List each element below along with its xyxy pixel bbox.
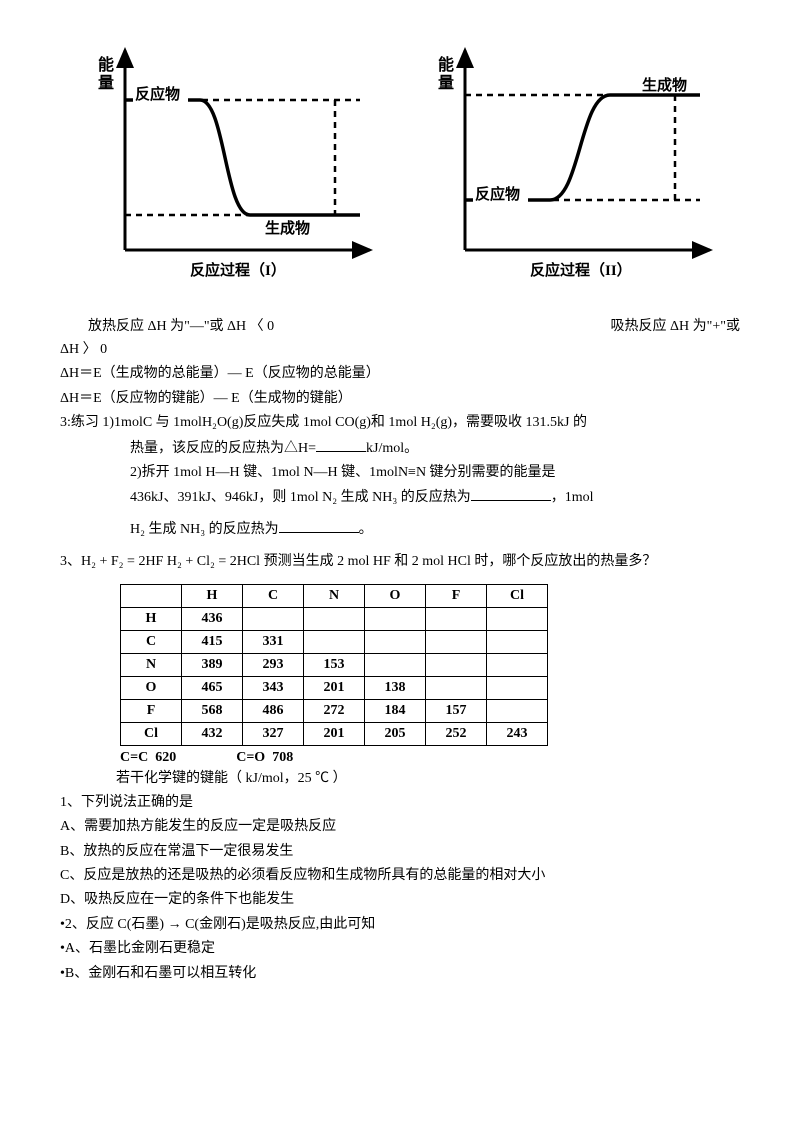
table-header: O — [365, 584, 426, 607]
table-cell: 272 — [304, 699, 365, 722]
table-cell — [426, 630, 487, 653]
table-cell: 205 — [365, 722, 426, 745]
table-cell: C — [121, 630, 182, 653]
table-cell: 415 — [182, 630, 243, 653]
table-header: N — [304, 584, 365, 607]
table-cell: 153 — [304, 653, 365, 676]
svg-text:量: 量 — [98, 74, 114, 92]
table-cell: 201 — [304, 722, 365, 745]
table-cell: 201 — [304, 676, 365, 699]
table-caption: 若干化学键的键能（ kJ/mol，25 ℃ ） — [60, 768, 740, 790]
exercise-3-2a: 2)拆开 1mol H—H 键、1mol N—H 键、1molN≡N 键分别需要… — [60, 462, 740, 484]
diagram-endothermic: 能 量 生成物 反应物 反应过程（II） — [420, 40, 720, 295]
table-cell: 331 — [243, 630, 304, 653]
table-cell: 432 — [182, 722, 243, 745]
table-cell: F — [121, 699, 182, 722]
table-header: H — [182, 584, 243, 607]
equation-2: ΔH＝E（反应物的键能）— E（生成物的键能） — [60, 388, 740, 410]
endo-continue: ΔH 〉 0 — [60, 339, 740, 361]
table-header: Cl — [487, 584, 548, 607]
svg-text:反应过程（II）: 反应过程（II） — [530, 261, 632, 279]
table-header: C — [243, 584, 304, 607]
table-row: N389293153 — [121, 653, 548, 676]
bond-energy-table: HCNOFCl H436C415331N389293153O4653432011… — [120, 584, 548, 746]
svg-text:能: 能 — [98, 55, 114, 74]
table-cell — [487, 653, 548, 676]
table-cell: 293 — [243, 653, 304, 676]
table-cell — [487, 699, 548, 722]
table-row: F568486272184157 — [121, 699, 548, 722]
exo-caption: 放热反应 ΔH 为"—"或 ΔH 〈 0 — [60, 315, 274, 335]
question-1-d: D、吸热反应在一定的条件下也能发生 — [60, 889, 740, 911]
exercise-3-2c: H₂ 生成 NH₃ 的反应热为。 — [60, 518, 740, 541]
table-cell: 243 — [487, 722, 548, 745]
table-cell — [365, 630, 426, 653]
table-cell: 252 — [426, 722, 487, 745]
table-cell: 436 — [182, 607, 243, 630]
svg-text:反应物: 反应物 — [135, 85, 180, 103]
table-cell — [426, 653, 487, 676]
svg-text:能: 能 — [438, 55, 454, 74]
table-header — [121, 584, 182, 607]
table-cell: 568 — [182, 699, 243, 722]
question-2-a: •A、石墨比金刚石更稳定 — [60, 938, 740, 960]
table-cell: 327 — [243, 722, 304, 745]
question-1-c: C、反应是放热的还是吸热的必须看反应物和生成物所具有的总能量的相对大小 — [60, 865, 740, 887]
table-cell — [487, 607, 548, 630]
exercise-3-1b: 热量，该反应的反应热为△H=kJ/mol。 — [60, 437, 740, 460]
svg-text:生成物: 生成物 — [642, 76, 687, 94]
table-row: O465343201138 — [121, 676, 548, 699]
svg-text:量: 量 — [438, 74, 454, 92]
question-1-a: A、需要加热方能发生的反应一定是吸热反应 — [60, 816, 740, 838]
table-cell — [426, 607, 487, 630]
question-2: •2、反应 C(石墨) → C(金刚石)是吸热反应,由此可知 — [60, 914, 740, 936]
table-cell: N — [121, 653, 182, 676]
equation-1: ΔH＝E（生成物的总能量）— E（反应物的总能量） — [60, 363, 740, 385]
table-row: H436 — [121, 607, 548, 630]
table-row: Cl432327201205252243 — [121, 722, 548, 745]
table-cell — [243, 607, 304, 630]
table-cell — [365, 653, 426, 676]
table-cell — [426, 676, 487, 699]
table-cell: 389 — [182, 653, 243, 676]
exercise-3-1a: 3:练习 1)1molC 与 1molH₂O(g)反应失成 1mol CO(g)… — [60, 412, 740, 434]
endo-caption: 吸热反应 ΔH 为"+"或 — [583, 315, 740, 335]
svg-text:生成物: 生成物 — [265, 219, 310, 237]
table-row: C415331 — [121, 630, 548, 653]
table-cell: 184 — [365, 699, 426, 722]
table-header: F — [426, 584, 487, 607]
table-cell: H — [121, 607, 182, 630]
table-cell — [304, 630, 365, 653]
table-cell: 157 — [426, 699, 487, 722]
question-1-b: B、放热的反应在常温下一定很易发生 — [60, 841, 740, 863]
table-cell: 486 — [243, 699, 304, 722]
svg-text:反应过程（I）: 反应过程（I） — [190, 261, 286, 279]
question-2-b: •B、金刚石和石墨可以相互转化 — [60, 963, 740, 985]
table-cell: 343 — [243, 676, 304, 699]
table-cell: Cl — [121, 722, 182, 745]
energy-diagrams: 能 量 反应物 生成物 反应过程（I） 能 量 生成物 反应物 反应过程（II） — [60, 40, 740, 295]
question-1: 1、下列说法正确的是 — [60, 792, 740, 814]
table-footer: C=C 620 C=O 708 — [120, 750, 740, 766]
svg-text:反应物: 反应物 — [475, 185, 520, 203]
table-cell: 138 — [365, 676, 426, 699]
diagram-exothermic: 能 量 反应物 生成物 反应过程（I） — [80, 40, 380, 295]
table-cell — [487, 676, 548, 699]
table-cell: O — [121, 676, 182, 699]
table-cell: 465 — [182, 676, 243, 699]
caption-row: 放热反应 ΔH 为"—"或 ΔH 〈 0 吸热反应 ΔH 为"+"或 — [60, 315, 740, 335]
question-3: 3、H₂ + F₂ = 2HF H₂ + Cl₂ = 2HCl 预测当生成 2 … — [60, 551, 740, 573]
table-cell — [487, 630, 548, 653]
table-cell — [365, 607, 426, 630]
exercise-3-2b: 436kJ、391kJ、946kJ，则 1mol N₂ 生成 NH₃ 的反应热为… — [60, 486, 740, 509]
table-cell — [304, 607, 365, 630]
